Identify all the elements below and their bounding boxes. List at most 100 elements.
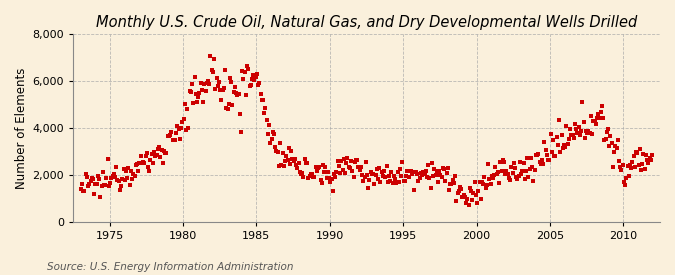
Point <box>483 162 493 166</box>
Point <box>333 164 344 169</box>
Point <box>481 183 492 188</box>
Point <box>193 95 204 99</box>
Point <box>270 145 281 149</box>
Point <box>168 138 179 142</box>
Point <box>80 172 91 176</box>
Point <box>338 156 349 161</box>
Point <box>123 166 134 170</box>
Point <box>371 166 382 171</box>
Point <box>313 166 323 170</box>
Point <box>162 133 173 138</box>
Point <box>591 122 601 127</box>
Point <box>171 131 182 135</box>
Point <box>293 160 304 165</box>
Point <box>448 178 458 183</box>
Point <box>202 78 213 83</box>
Point <box>213 79 224 84</box>
Point <box>246 83 256 87</box>
Point <box>217 87 228 92</box>
Point <box>540 147 551 152</box>
Point <box>526 156 537 160</box>
Point <box>84 182 95 186</box>
Point <box>340 171 350 175</box>
Point <box>129 174 140 178</box>
Point <box>442 166 453 170</box>
Point <box>309 175 320 179</box>
Point <box>101 176 112 180</box>
Point <box>326 177 337 182</box>
Point <box>622 164 633 168</box>
Point <box>446 182 457 187</box>
Point <box>173 127 184 131</box>
Point <box>497 158 508 163</box>
Point <box>369 182 380 186</box>
Point <box>491 172 502 176</box>
Point <box>142 165 153 169</box>
Point <box>574 133 585 137</box>
Point <box>443 188 454 192</box>
Point <box>234 111 245 116</box>
Point <box>259 111 270 115</box>
Point <box>271 148 282 153</box>
Point <box>485 182 496 186</box>
Point <box>522 156 533 161</box>
Point <box>404 169 415 173</box>
Point <box>472 201 483 205</box>
Point <box>397 160 408 164</box>
Point <box>589 119 600 123</box>
Point <box>265 141 276 145</box>
Point <box>139 161 150 165</box>
Point <box>227 103 238 107</box>
Point <box>105 181 115 185</box>
Point <box>196 88 207 93</box>
Point <box>513 174 524 178</box>
Point <box>383 174 394 178</box>
Point <box>489 173 500 178</box>
Point <box>195 81 206 86</box>
Point <box>409 170 420 174</box>
Point <box>517 169 528 173</box>
Point <box>207 70 218 74</box>
Point <box>554 118 564 123</box>
Point <box>186 89 196 94</box>
Point <box>88 177 99 181</box>
Point <box>389 176 400 181</box>
Point <box>346 159 356 164</box>
Point <box>337 167 348 172</box>
Point <box>362 173 373 178</box>
Point <box>148 161 159 165</box>
Point <box>323 170 333 175</box>
Point <box>391 181 402 185</box>
Point <box>305 172 316 177</box>
Point <box>376 170 387 174</box>
Point <box>103 157 113 161</box>
Point <box>163 134 174 139</box>
Point <box>86 175 97 180</box>
Point <box>528 178 539 183</box>
Point <box>616 167 627 172</box>
Point <box>436 175 447 180</box>
Point <box>466 189 477 194</box>
Point <box>220 68 231 72</box>
Point <box>475 197 486 201</box>
Point <box>106 175 117 180</box>
Point <box>296 172 306 176</box>
Point <box>252 82 263 87</box>
Point <box>319 170 329 174</box>
Point <box>585 131 595 135</box>
Point <box>146 152 157 156</box>
Point <box>314 165 325 169</box>
Point <box>493 170 504 174</box>
Point <box>593 112 603 117</box>
Point <box>109 172 119 176</box>
Point <box>620 183 630 187</box>
Point <box>230 85 240 89</box>
Point <box>249 78 260 82</box>
Point <box>524 167 535 171</box>
Point <box>156 147 167 152</box>
Point <box>243 66 254 71</box>
Point <box>329 172 340 176</box>
Point <box>423 163 433 167</box>
Point <box>109 175 120 179</box>
Point <box>394 180 404 184</box>
